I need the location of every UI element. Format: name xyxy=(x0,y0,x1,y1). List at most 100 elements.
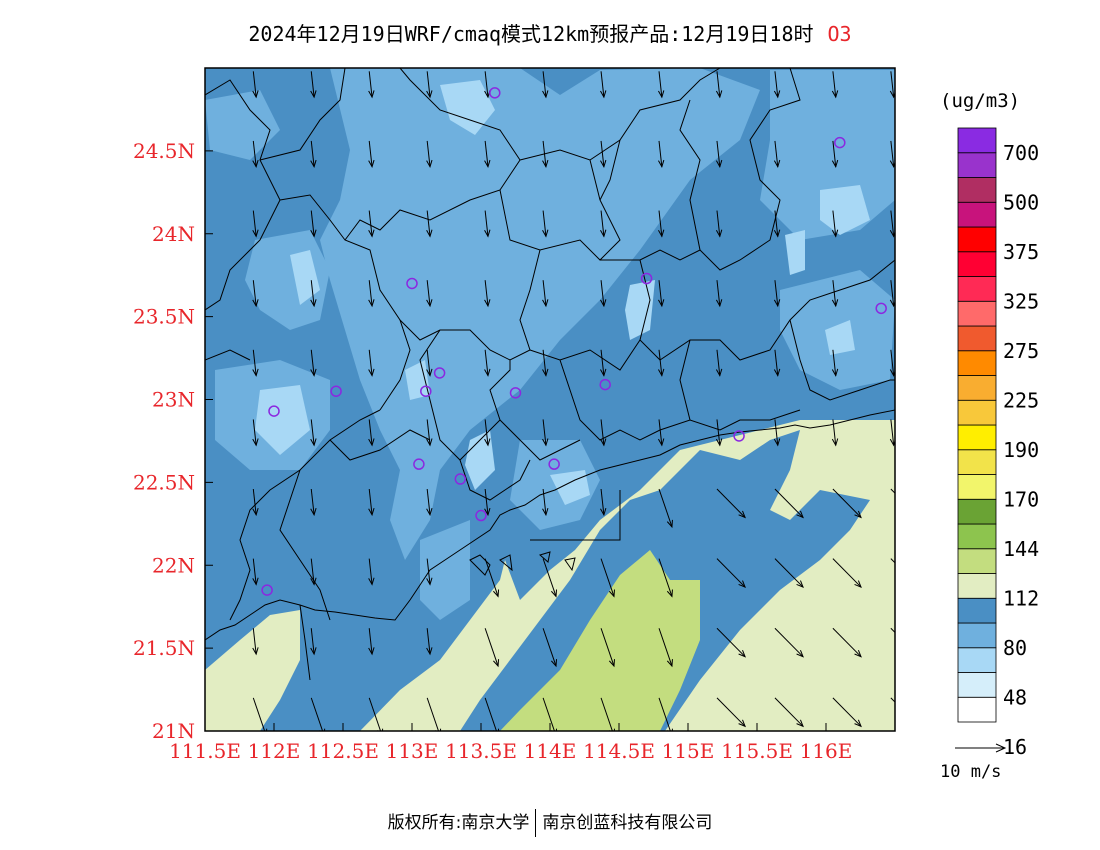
wind-arrow-head xyxy=(912,720,918,727)
station-marker xyxy=(268,405,280,417)
lat-tick-label: 21N xyxy=(152,719,195,743)
wind-arrow-head xyxy=(854,719,862,728)
wind-arrow xyxy=(600,140,605,167)
wind-arrow xyxy=(774,627,804,658)
wind-arrow-head xyxy=(542,159,549,169)
vector-reference-arrow xyxy=(955,743,1007,753)
wind-arrow xyxy=(426,419,431,446)
wind-arrow xyxy=(716,558,746,588)
wind-arrow-head xyxy=(831,368,839,377)
wind-arrow xyxy=(426,558,431,585)
wind-arrow-head xyxy=(426,438,433,447)
legend-label: 112 xyxy=(1003,586,1039,610)
wind-arrow xyxy=(484,697,497,731)
lat-tick-label: 22.5N xyxy=(133,470,195,494)
wind-arrow xyxy=(368,71,373,98)
station-marker xyxy=(413,458,425,470)
wind-arrow xyxy=(716,419,721,446)
wind-arrow xyxy=(716,140,721,167)
wind-arrow-head xyxy=(368,508,375,517)
wind-arrow xyxy=(484,628,499,667)
wind-arrow xyxy=(368,697,382,731)
wind-vectors xyxy=(252,71,918,731)
wind-arrow xyxy=(310,280,315,307)
legend-swatch xyxy=(957,672,997,698)
wind-arrow xyxy=(368,488,373,515)
station-marker xyxy=(330,385,342,397)
wind-arrow xyxy=(600,488,605,515)
wind-arrow xyxy=(832,140,837,167)
wind-arrow-head xyxy=(831,438,839,447)
wind-arrow-head xyxy=(773,229,781,238)
legend-swatch xyxy=(957,696,997,723)
wind-arrow-head xyxy=(310,90,317,99)
legend-label: 80 xyxy=(1003,636,1027,660)
lat-tick-label: 21.5N xyxy=(133,636,195,660)
wind-arrow-head xyxy=(426,159,433,169)
wind-arrow-head xyxy=(252,577,259,586)
wind-arrow xyxy=(484,280,489,307)
legend-swatch xyxy=(957,350,997,376)
wind-arrow-head xyxy=(310,647,317,656)
wind-arrow xyxy=(716,627,746,658)
wind-arrow xyxy=(484,558,499,597)
wind-arrow-head xyxy=(658,90,665,99)
wind-arrow xyxy=(252,71,257,98)
legend-unit: (ug/m3) xyxy=(940,90,1021,112)
lat-tick-label: 24N xyxy=(152,222,195,246)
legend-swatch xyxy=(957,251,997,277)
wind-arrow-head xyxy=(426,647,433,656)
wind-arrow-head xyxy=(252,438,259,447)
legend-swatch xyxy=(957,622,997,649)
station-marker xyxy=(475,509,487,522)
wind-arrow-head xyxy=(912,511,918,518)
wind-arrow-head xyxy=(252,229,259,238)
wind-arrow-head xyxy=(368,90,375,99)
lon-tick-label: 113.5E xyxy=(445,739,517,763)
wind-arrow xyxy=(658,558,673,597)
wind-arrow xyxy=(658,419,663,446)
wind-arrow-head xyxy=(542,438,549,447)
legend-swatch xyxy=(957,424,997,451)
wind-arrow-head xyxy=(600,368,607,377)
wind-arrow xyxy=(716,488,746,518)
wind-arrow-head xyxy=(608,589,615,598)
lon-tick-label: 115E xyxy=(662,739,715,763)
lon-tick-label: 114E xyxy=(524,739,577,763)
legend-label: 500 xyxy=(1003,190,1039,214)
wind-arrow-head xyxy=(796,719,804,728)
wind-arrow-head xyxy=(252,159,259,169)
wind-arrow-head xyxy=(426,508,433,517)
wind-arrow xyxy=(310,71,315,98)
wind-arrow xyxy=(600,71,605,98)
wind-arrow-head xyxy=(426,90,433,99)
wind-arrow xyxy=(310,488,315,515)
wind-arrow-head xyxy=(426,577,433,586)
lon-tick-label: 116E xyxy=(800,739,853,763)
wind-arrow-head xyxy=(600,90,607,99)
wind-arrow-head xyxy=(773,368,781,377)
legend-swatch xyxy=(957,523,997,550)
wind-arrow-head xyxy=(493,589,500,598)
copyright-right: 南京创蓝科技有限公司 xyxy=(542,813,713,833)
lat-tick-label: 23N xyxy=(152,388,195,412)
wind-arrow-head xyxy=(484,368,491,377)
wind-arrow xyxy=(484,419,489,446)
wind-arrow xyxy=(368,419,373,446)
color-legend: 700 500 375 325 275 225 190 170 144 112 80 48 16 xyxy=(957,127,1039,759)
wind-arrow-head xyxy=(310,577,317,586)
wind-arrow xyxy=(484,210,489,237)
legend-swatch xyxy=(957,325,997,352)
station-marker xyxy=(599,378,611,391)
wind-arrow xyxy=(368,210,373,237)
lon-tick-label: 112.5E xyxy=(307,739,379,763)
vector-reference-label: 10 m/s xyxy=(940,762,1002,782)
wind-arrow xyxy=(716,71,721,98)
wind-arrow-head xyxy=(310,299,317,308)
legend-swatch xyxy=(957,474,997,500)
wind-arrow-head xyxy=(738,719,746,728)
wind-arrow xyxy=(368,349,373,376)
wind-arrow xyxy=(426,280,431,307)
wind-arrow-head xyxy=(368,647,375,656)
wind-arrow xyxy=(600,419,605,446)
